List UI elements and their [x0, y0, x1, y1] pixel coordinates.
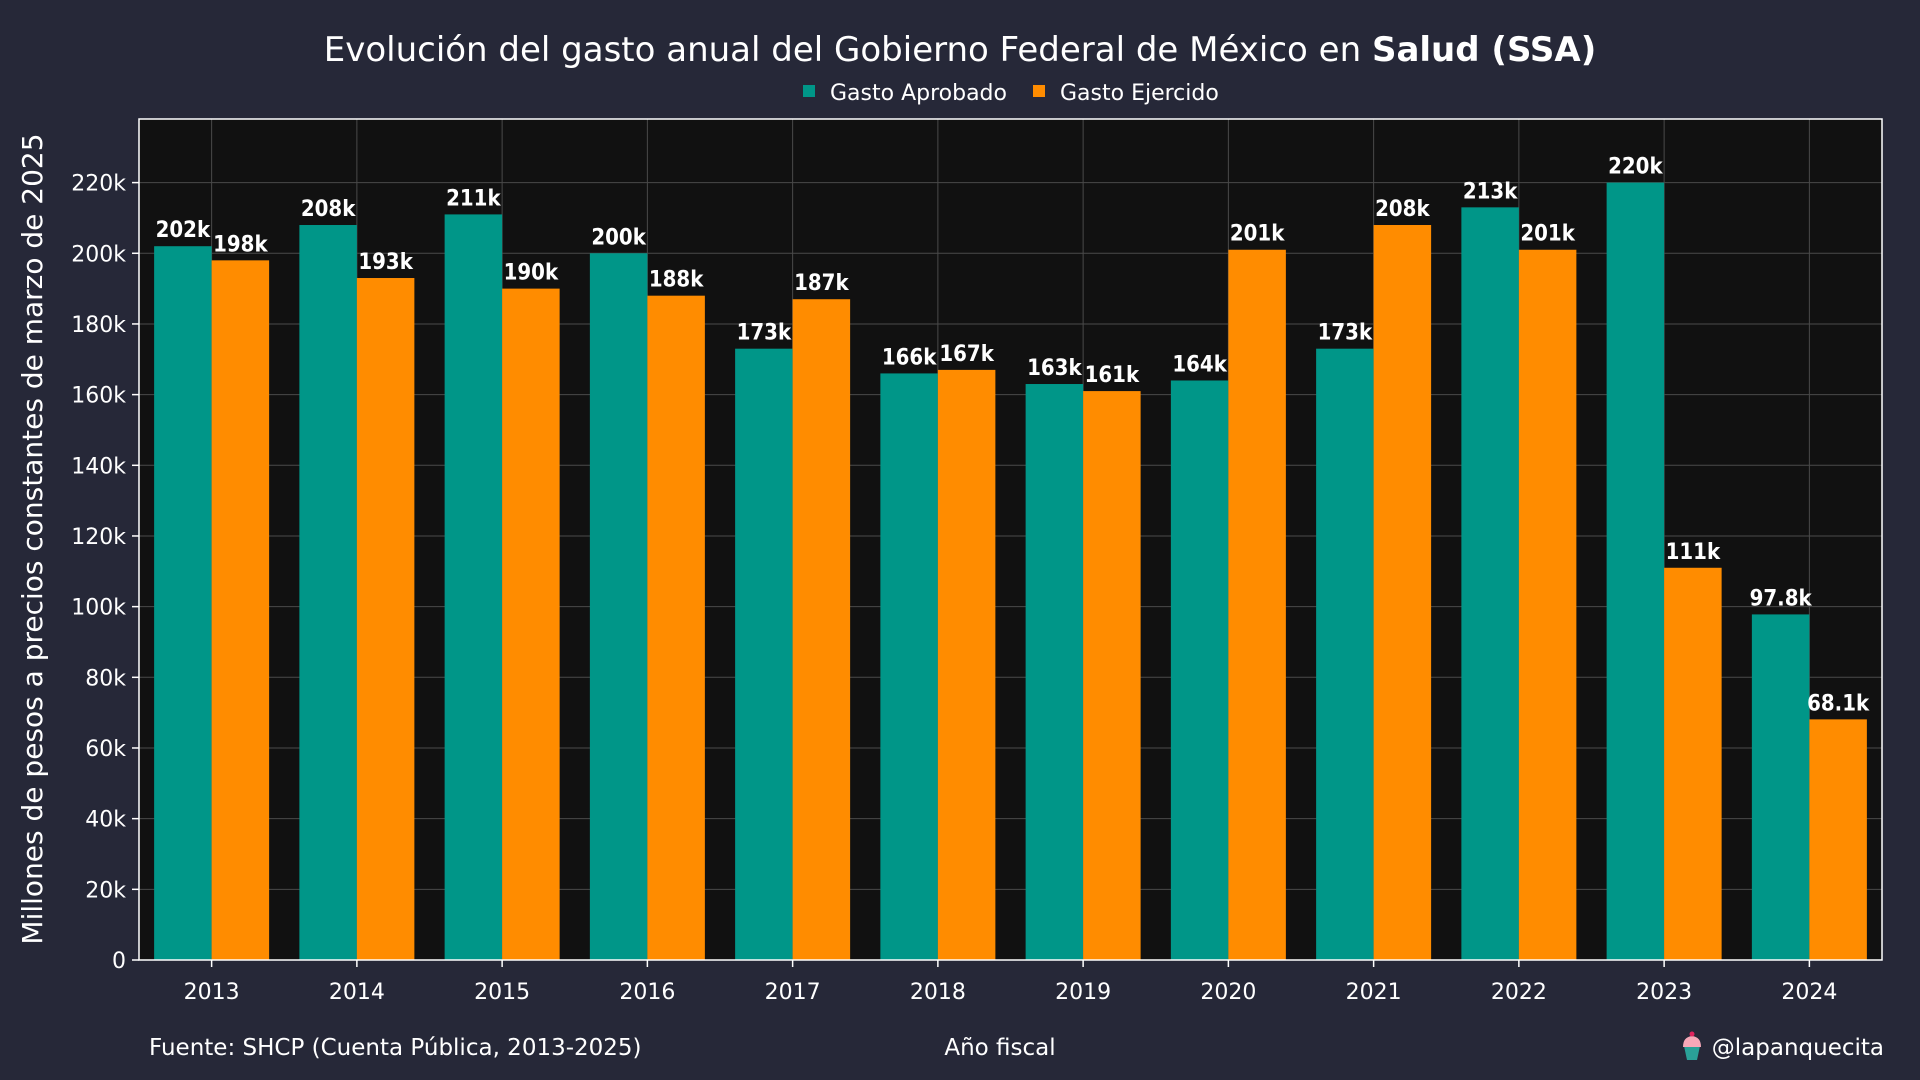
y-tick-label: 100k	[71, 596, 126, 621]
y-tick-label: 200k	[71, 242, 126, 267]
plot-area: 0 20k 40k 60k 80k 100k 120k 140k 160k 180k 200k 220…	[71, 118, 1883, 1005]
data-label-ejercido: 167k	[939, 342, 994, 367]
data-label-ejercido: 208k	[1375, 197, 1430, 222]
y-tick-label: 20k	[85, 878, 126, 903]
cupcake-icon	[1683, 1031, 1701, 1060]
data-label-ejercido: 198k	[213, 232, 268, 257]
data-label-ejercido: 193k	[358, 250, 413, 275]
plot-frame	[138, 118, 1883, 961]
data-label-aprobado: 164k	[1172, 352, 1227, 377]
bar-aprobado	[1606, 182, 1665, 960]
bar-ejercido	[1083, 391, 1141, 960]
bar-aprobado	[154, 246, 212, 960]
x-tick-label: 2024	[1781, 980, 1837, 1005]
chart-title: Evolución del gasto anual del Gobierno F…	[324, 30, 1597, 70]
bar-ejercido	[356, 278, 415, 961]
x-tick-label: 2016	[619, 980, 675, 1005]
legend-swatch-gasto-aprobado	[803, 85, 815, 97]
x-tick-label: 2014	[329, 980, 385, 1005]
bar-aprobado	[1170, 380, 1229, 960]
bar-aprobado	[299, 225, 357, 960]
data-label-aprobado: 211k	[446, 186, 501, 211]
x-tick-label: 2020	[1200, 980, 1256, 1005]
bar-ejercido	[1809, 719, 1867, 960]
bar-ejercido	[1228, 249, 1286, 960]
data-label-aprobado: 208k	[301, 197, 356, 222]
data-label-aprobado: 220k	[1608, 155, 1663, 180]
data-label-ejercido: 68.1k	[1807, 691, 1870, 716]
x-tick-label: 2023	[1636, 980, 1692, 1005]
data-label-ejercido: 190k	[504, 261, 559, 286]
legend-swatch-gasto-ejercido	[1033, 85, 1045, 97]
bar-ejercido	[647, 295, 705, 960]
data-label-ejercido: 187k	[794, 271, 849, 296]
chart-legend: Gasto Aprobado Gasto Ejercido	[803, 81, 1219, 106]
credit-handle: @lapanquecita	[1712, 1035, 1884, 1061]
data-label-ejercido: 111k	[1666, 540, 1721, 565]
bar-aprobado	[880, 373, 938, 960]
bar-aprobado	[444, 214, 503, 960]
data-label-aprobado: 97.8k	[1750, 586, 1813, 611]
y-axis-label: Millones de pesos a precios constantes d…	[16, 133, 49, 944]
bar-ejercido	[937, 369, 996, 960]
x-axis-label: Año fiscal	[944, 1035, 1055, 1061]
data-label-ejercido: 188k	[649, 268, 704, 293]
plot-background	[139, 119, 1882, 960]
y-tick-label: 220k	[71, 172, 126, 197]
x-tick-label: 2017	[765, 980, 821, 1005]
bar-ejercido	[792, 299, 851, 960]
data-label-aprobado: 213k	[1463, 179, 1518, 204]
data-label-aprobado: 173k	[1318, 321, 1373, 346]
x-tick-label: 2015	[474, 980, 530, 1005]
y-tick-label: 60k	[85, 737, 126, 762]
bar-aprobado	[1025, 384, 1084, 960]
source-note: Fuente: SHCP (Cuenta Pública, 2013-2025)	[149, 1035, 642, 1061]
data-label-aprobado: 166k	[882, 345, 937, 370]
bar-aprobado	[735, 348, 793, 960]
y-tick-label: 80k	[85, 666, 126, 691]
bar-ejercido	[1518, 249, 1577, 960]
bar-aprobado	[1461, 207, 1519, 960]
bar-aprobado	[1751, 614, 1810, 960]
y-tick-label: 140k	[71, 454, 126, 479]
y-tick-label: 0	[112, 949, 126, 974]
x-tick-label: 2013	[184, 980, 240, 1005]
legend-label-gasto-aprobado: Gasto Aprobado	[830, 81, 1007, 106]
x-tick-label: 2021	[1346, 980, 1402, 1005]
x-tick-label: 2022	[1491, 980, 1547, 1005]
data-label-aprobado: 173k	[737, 321, 792, 346]
y-tick-label: 180k	[71, 313, 126, 338]
bar-ejercido	[1664, 567, 1722, 960]
legend-label-gasto-ejercido: Gasto Ejercido	[1060, 81, 1219, 106]
bar-aprobado	[1316, 348, 1374, 960]
y-tick-label: 120k	[71, 525, 126, 550]
data-label-aprobado: 163k	[1027, 356, 1082, 381]
x-tick-label: 2018	[910, 980, 966, 1005]
bar-ejercido	[1373, 225, 1432, 960]
y-tick-label: 160k	[71, 384, 126, 409]
y-tick-label: 40k	[85, 808, 126, 833]
bar-aprobado	[589, 253, 648, 960]
bar-ejercido	[502, 288, 560, 961]
x-tick-label: 2019	[1055, 980, 1111, 1005]
data-label-aprobado: 202k	[156, 218, 211, 243]
data-label-aprobado: 200k	[591, 225, 646, 250]
data-label-ejercido: 161k	[1085, 363, 1140, 388]
data-label-ejercido: 201k	[1520, 222, 1575, 247]
data-label-ejercido: 201k	[1230, 222, 1285, 247]
bar-ejercido	[211, 260, 270, 960]
